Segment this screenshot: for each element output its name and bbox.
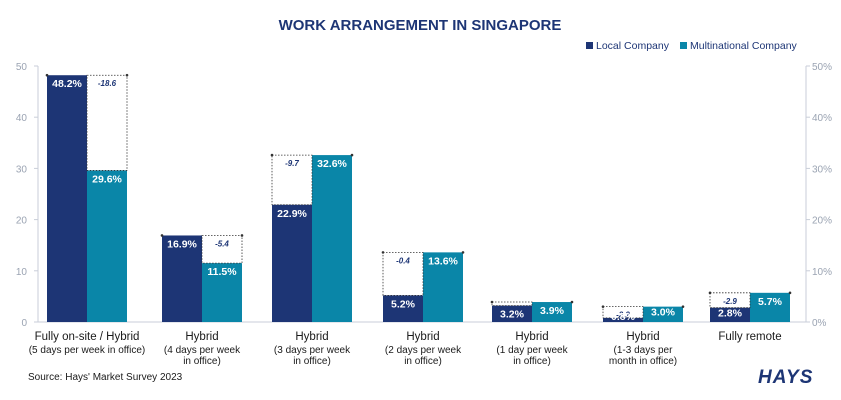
chart-title: WORK ARRANGEMENT IN SINGAPORE — [279, 17, 562, 34]
legend-label-local: Local Company — [596, 40, 670, 52]
legend-label-multinational: Multinational Company — [690, 40, 798, 52]
category-sublabel: in office) — [513, 356, 551, 367]
hays-logo: HAYS — [758, 367, 813, 388]
difference-marker — [461, 251, 465, 254]
difference-marker — [45, 73, 49, 77]
bar-local — [162, 235, 202, 322]
category-label: Fully remote — [718, 331, 781, 343]
difference-marker — [381, 251, 385, 254]
category-sublabel: in office) — [404, 356, 442, 367]
legend-swatch-multinational — [680, 42, 687, 49]
difference-bracket — [201, 235, 243, 264]
difference-marker — [350, 153, 354, 157]
value-label-local: 16.9% — [167, 238, 197, 250]
bar-multinational — [423, 252, 463, 322]
bar-multinational — [643, 306, 683, 322]
legend-swatch-local — [586, 42, 593, 49]
value-label-local: 2.8% — [718, 308, 743, 320]
difference-marker — [601, 305, 605, 308]
difference-bracket — [271, 154, 313, 206]
category-label: Hybrid — [626, 331, 659, 343]
value-label-multinational: 5.7% — [758, 296, 783, 308]
category-sublabel: in office) — [183, 356, 221, 367]
difference-marker — [270, 153, 274, 157]
difference-bracket — [491, 301, 533, 307]
legend: Local Company Multinational Company — [586, 40, 798, 52]
value-label-multinational: 29.6% — [92, 173, 122, 185]
value-label-multinational: 32.6% — [317, 158, 347, 170]
difference-bracket — [709, 292, 751, 309]
category-label: Hybrid — [295, 331, 328, 343]
right-tick-label: 0% — [812, 318, 827, 329]
value-label-local: 5.2% — [391, 298, 416, 310]
bar-local — [492, 305, 532, 322]
difference-label: -2.2 — [616, 311, 630, 320]
difference-marker — [708, 291, 712, 295]
left-tick-label: 40 — [16, 113, 28, 124]
category-sublabel: (2 days per week — [385, 345, 462, 356]
difference-marker — [160, 234, 164, 237]
value-label-local: 0.8% — [611, 311, 636, 323]
category-sublabel: in office) — [293, 356, 331, 367]
right-tick-label: 40% — [812, 113, 832, 124]
bar-multinational — [202, 263, 242, 322]
right-tick-label: 30% — [812, 164, 832, 175]
left-tick-label: 20 — [16, 216, 28, 227]
difference-marker — [681, 305, 685, 308]
difference-bracket — [602, 306, 644, 319]
bar-multinational — [87, 170, 127, 322]
difference-label: -9.7 — [285, 159, 299, 168]
difference-marker — [490, 300, 494, 304]
category-sublabel: (1 day per week — [496, 345, 568, 356]
right-tick-label: 20% — [812, 216, 832, 227]
value-label-local: 48.2% — [52, 78, 82, 90]
category-sublabel: (5 days per week in office) — [29, 345, 146, 356]
bars: -18.6 48.2% 29.6% -5.4 16.9% 11.5% -9.7 22.9% 32… — [45, 73, 792, 323]
bar-local — [603, 317, 643, 322]
difference-marker — [125, 73, 129, 77]
left-tick-label: 10 — [16, 267, 28, 278]
value-label-multinational: 11.5% — [207, 266, 237, 278]
difference-label: -2.9 — [723, 297, 737, 306]
category-label: Fully on-site / Hybrid — [35, 331, 140, 343]
difference-bracket — [382, 251, 424, 296]
hays-logo-text: HAYS — [758, 367, 813, 388]
left-tick-label: 50 — [16, 62, 28, 73]
value-label-multinational: 13.6% — [428, 255, 458, 267]
difference-label: -0.4 — [396, 256, 410, 265]
difference-marker — [240, 234, 244, 237]
category-sublabel: (1-3 days per — [614, 345, 674, 356]
category-label: Hybrid — [515, 331, 548, 343]
difference-marker — [570, 300, 574, 304]
difference-bracket — [86, 74, 128, 171]
left-tick-label: 30 — [16, 164, 28, 175]
value-label-multinational: 3.0% — [651, 307, 676, 319]
category-label: Hybrid — [185, 331, 218, 343]
bar-multinational — [532, 302, 572, 322]
category-sublabel: month in office) — [609, 356, 677, 367]
bar-multinational — [750, 292, 790, 322]
category-labels: Fully on-site / Hybrid (5 days per week i… — [29, 331, 782, 367]
value-label-local: 22.9% — [277, 208, 307, 220]
difference-label: -5.4 — [215, 239, 229, 248]
left-tick-label: 0 — [21, 318, 27, 329]
category-label: Hybrid — [406, 331, 439, 343]
category-sublabel: (4 days per week — [164, 345, 241, 356]
bar-multinational — [312, 155, 352, 322]
source-note: Source: Hays' Market Survey 2023 — [28, 372, 183, 383]
bar-local — [47, 75, 87, 322]
category-sublabel: (3 days per week — [274, 345, 351, 356]
bar-local — [710, 307, 750, 322]
difference-marker — [788, 291, 792, 295]
value-label-multinational: 3.9% — [540, 305, 565, 317]
value-label-local: 3.2% — [500, 309, 525, 321]
right-tick-label: 10% — [812, 267, 832, 278]
difference-label: -0.7 — [505, 306, 519, 315]
right-tick-label: 50% — [812, 62, 832, 73]
bar-local — [383, 295, 423, 322]
bar-local — [272, 204, 312, 322]
difference-label: -18.6 — [98, 79, 117, 88]
